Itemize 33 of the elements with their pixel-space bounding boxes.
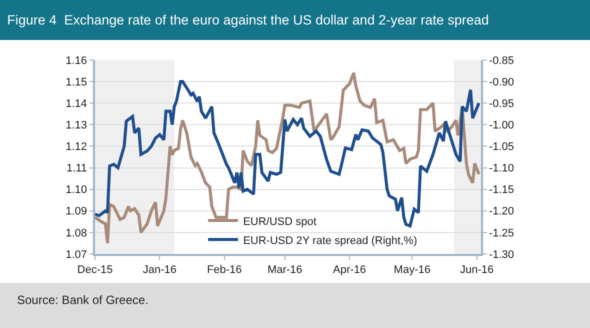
y2-tick-label: -1.20 xyxy=(488,206,514,218)
y2-tick-label: -0.85 xyxy=(488,54,514,67)
y2-tick-label: -1.10 xyxy=(488,162,514,175)
x-tick-label: May-16 xyxy=(394,264,430,276)
x-tick-label: Jan-16 xyxy=(142,264,176,276)
y-tick-label: 1.08 xyxy=(66,227,88,240)
y2-tick-label: -1.00 xyxy=(488,120,514,132)
y2-tick-label: -1.30 xyxy=(488,248,514,261)
y-tick-label: 1.14 xyxy=(66,98,88,110)
y-tick-label: 1.13 xyxy=(66,120,88,132)
y2-tick-label: -1.15 xyxy=(488,184,514,196)
y-tick-label: 1.09 xyxy=(66,206,88,218)
line-series xyxy=(95,71,480,245)
legend-label: EUR-USD 2Y rate spread (Right,%) xyxy=(243,234,418,247)
y2-tick-label: -1.05 xyxy=(488,141,514,154)
chart-title: Figure 4 Exchange rate of the euro against the US dollar and 2-year rate spread xyxy=(7,12,489,28)
x-tick-label: Feb-16 xyxy=(206,264,242,276)
y-tick-label: 1.12 xyxy=(66,141,88,154)
source-note: Source: Bank of Greece. xyxy=(17,293,148,307)
legend-label: EUR/USD spot xyxy=(243,216,316,228)
y-tick-label: 1.16 xyxy=(66,54,88,67)
y2-tick-label: -1.25 xyxy=(488,227,514,240)
y-tick-label: 1.07 xyxy=(66,248,88,261)
y-tick-label: 1.15 xyxy=(66,76,88,88)
x-tick-label: Mar-16 xyxy=(267,264,302,276)
y2-tick-label: -0.95 xyxy=(488,98,514,110)
line-series xyxy=(95,80,480,228)
y2-tick-label: -0.90 xyxy=(488,76,514,88)
x-tick-label: Jun-16 xyxy=(460,264,494,276)
y-tick-label: 1.10 xyxy=(66,184,88,196)
x-tick-label: Dec-15 xyxy=(77,264,113,276)
x-tick-label: Apr-16 xyxy=(333,264,366,276)
y-tick-label: 1.11 xyxy=(66,162,88,175)
